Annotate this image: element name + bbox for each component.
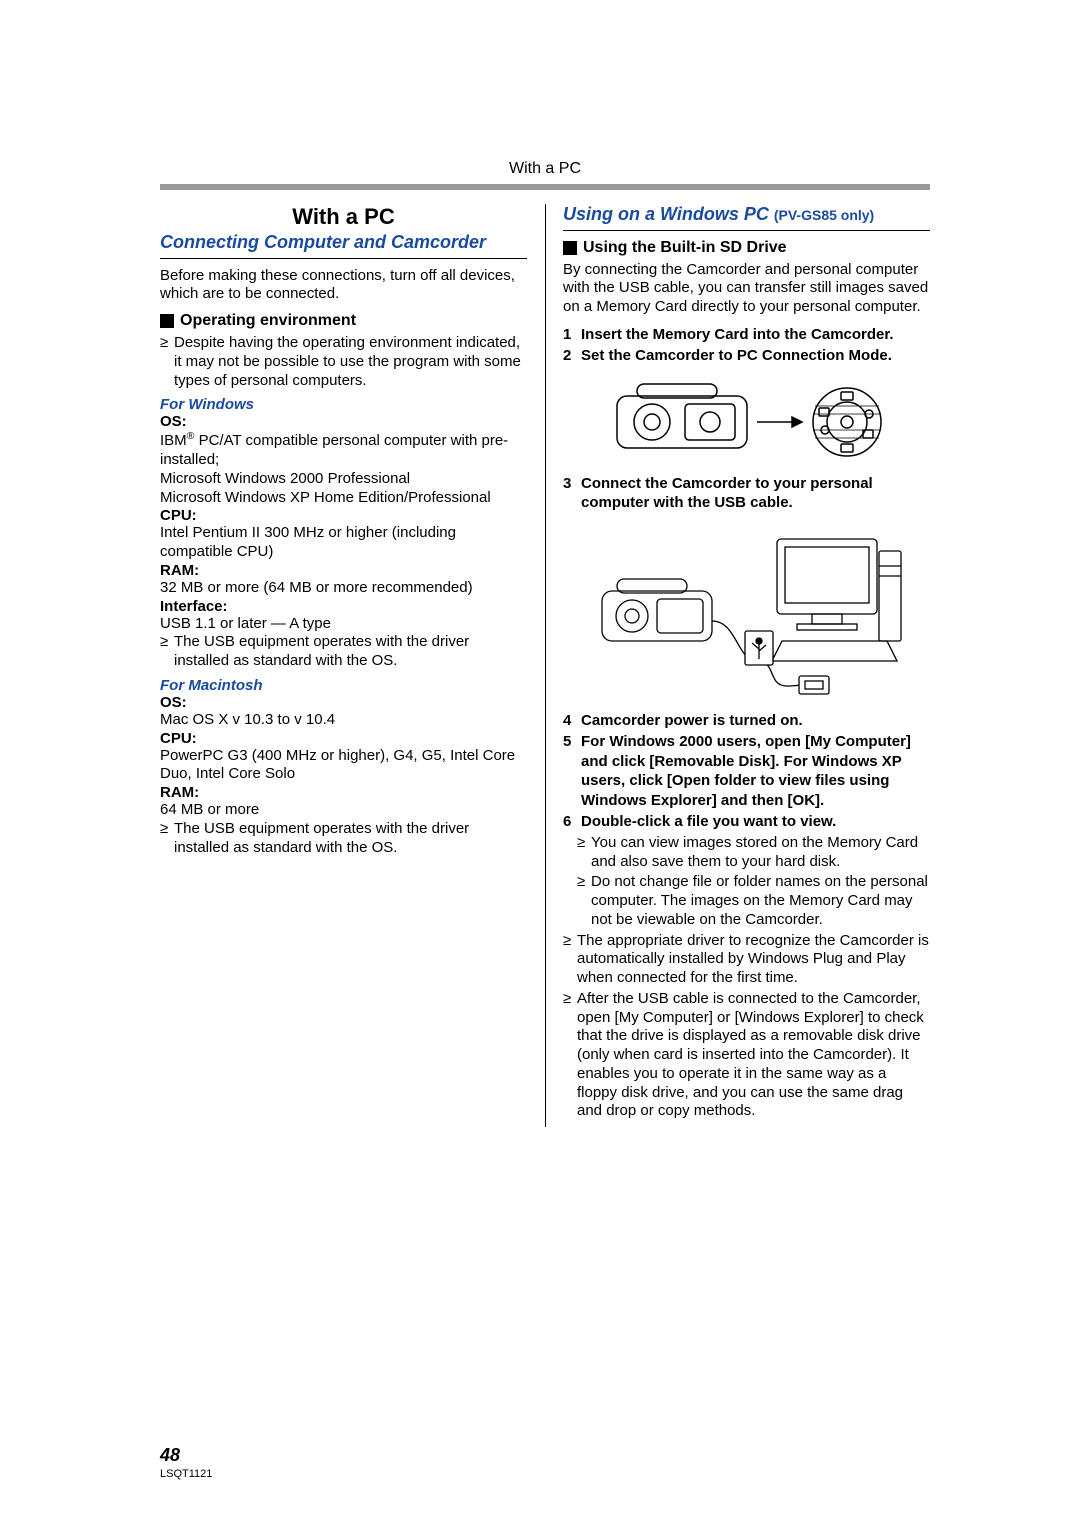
mac-cpu-label: CPU: <box>160 730 527 747</box>
square-bullet-icon <box>563 241 577 255</box>
for-mac-label: For Macintosh <box>160 677 527 694</box>
subsection-rule <box>160 258 527 259</box>
win-os-text2: Microsoft Windows 2000 Professional <box>160 470 527 489</box>
operating-env-label: Operating environment <box>180 312 356 330</box>
step6-sub1: You can view images stored on the Memory… <box>577 834 930 872</box>
win-iface-text: USB 1.1 or later — A type <box>160 615 527 634</box>
mac-os-text: Mac OS X v 10.3 to v 10.4 <box>160 711 527 730</box>
win-ram-label: RAM: <box>160 562 527 579</box>
page-number: 48 <box>160 1445 180 1466</box>
for-windows-label: For Windows <box>160 396 527 413</box>
mac-cpu-text: PowerPC G3 (400 MHz or higher), G4, G5, … <box>160 747 527 785</box>
subsection-rule-right <box>563 230 930 231</box>
win-cpu-text: Intel Pentium II 300 MHz or higher (incl… <box>160 524 527 562</box>
step-5: 5For Windows 2000 users, open [My Comput… <box>563 732 930 810</box>
sd-drive-heading: Using the Built-in SD Drive <box>563 239 930 257</box>
subsection-suffix: (PV-GS85 only) <box>774 207 874 223</box>
win-cpu-label: CPU: <box>160 507 527 524</box>
left-column: With a PC Connecting Computer and Camcor… <box>160 204 545 1127</box>
column-divider <box>545 204 546 1127</box>
mac-os-label: OS: <box>160 694 527 711</box>
step-3: 3Connect the Camcorder to your personal … <box>563 474 930 513</box>
win-ram-text: 32 MB or more (64 MB or more recommended… <box>160 579 527 598</box>
right-column: Using on a Windows PC (PV-GS85 only) Usi… <box>545 204 930 1127</box>
step-4: 4Camcorder power is turned on. <box>563 711 930 731</box>
operating-env-heading: Operating environment <box>160 312 527 330</box>
doc-id: LSQT1121 <box>160 1468 212 1480</box>
step-2: 2Set the Camcorder to PC Connection Mode… <box>563 346 930 366</box>
page-category: With a PC <box>160 160 930 178</box>
win-iface-label: Interface: <box>160 598 527 615</box>
step-6: 6Double-click a file you want to view. <box>563 812 930 832</box>
section-title: With a PC <box>160 204 527 230</box>
win-iface-bullet: The USB equipment operates with the driv… <box>160 633 527 671</box>
subsection-windows-pc: Using on a Windows PC (PV-GS85 only) <box>563 204 930 226</box>
win-os-text3: Microsoft Windows XP Home Edition/Profes… <box>160 489 527 508</box>
step6-sub2: Do not change file or folder names on th… <box>577 873 930 929</box>
step-1: 1Insert the Memory Card into the Camcord… <box>563 325 930 345</box>
mac-ram-bullet: The USB equipment operates with the driv… <box>160 820 527 858</box>
mac-ram-text: 64 MB or more <box>160 801 527 820</box>
figure-camcorder-dial <box>563 374 930 464</box>
env-note: Despite having the operating environment… <box>160 334 527 390</box>
subsection-windows-pc-text: Using on a Windows PC <box>563 204 769 224</box>
subsection-connecting: Connecting Computer and Camcorder <box>160 232 527 254</box>
header-rule <box>160 184 930 190</box>
tail-bullet-2: After the USB cable is connected to the … <box>563 990 930 1121</box>
figure-usb-connection <box>563 521 930 701</box>
win-os-text: IBM® PC/AT compatible personal computer … <box>160 430 527 470</box>
win-os-label: OS: <box>160 413 527 430</box>
tail-bullet-1: The appropriate driver to recognize the … <box>563 932 930 988</box>
mac-ram-label: RAM: <box>160 784 527 801</box>
square-bullet-icon <box>160 314 174 328</box>
sd-drive-label: Using the Built-in SD Drive <box>583 239 787 257</box>
sd-intro: By connecting the Camcorder and personal… <box>563 261 930 317</box>
intro-text: Before making these connections, turn of… <box>160 267 527 305</box>
